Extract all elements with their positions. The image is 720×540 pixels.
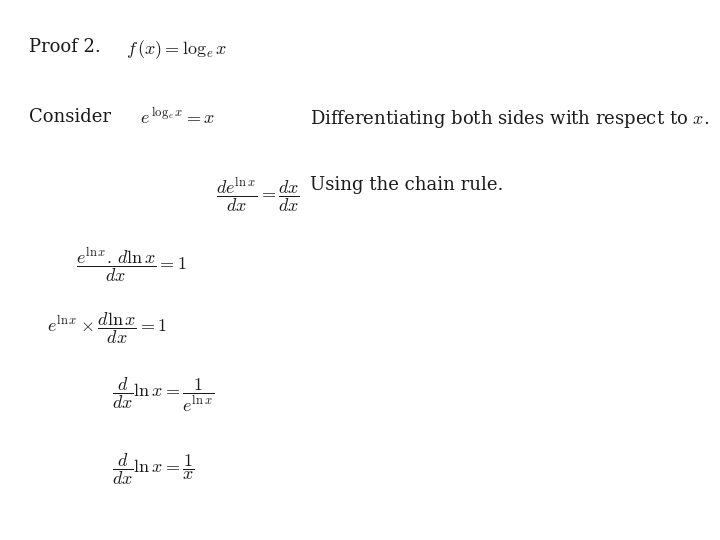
Text: Consider: Consider	[29, 108, 111, 126]
Text: Using the chain rule.: Using the chain rule.	[310, 176, 503, 193]
Text: Differentiating both sides with respect to $x$.: Differentiating both sides with respect …	[310, 108, 708, 130]
Text: $\dfrac{de^{\ln x}}{dx} = \dfrac{dx}{dx}$: $\dfrac{de^{\ln x}}{dx} = \dfrac{dx}{dx}…	[216, 176, 300, 214]
Text: $\dfrac{e^{\ln x}.\,d\ln x}{dx} = 1$: $\dfrac{e^{\ln x}.\,d\ln x}{dx} = 1$	[76, 246, 186, 285]
Text: $e^{\ln x} \times \dfrac{d\ln x}{dx} = 1$: $e^{\ln x} \times \dfrac{d\ln x}{dx} = 1…	[47, 310, 167, 346]
Text: $f\,(x) = \log_e x$: $f\,(x) = \log_e x$	[126, 38, 228, 60]
Text: $e^{\,\log_e x} = x$: $e^{\,\log_e x} = x$	[140, 108, 215, 128]
Text: Proof 2.: Proof 2.	[29, 38, 101, 56]
Text: $\dfrac{d}{dx}\ln x = \dfrac{1}{e^{\ln x}}$: $\dfrac{d}{dx}\ln x = \dfrac{1}{e^{\ln x…	[112, 375, 214, 414]
Text: $\dfrac{d}{dx}\ln x = \dfrac{1}{x}$: $\dfrac{d}{dx}\ln x = \dfrac{1}{x}$	[112, 451, 194, 487]
